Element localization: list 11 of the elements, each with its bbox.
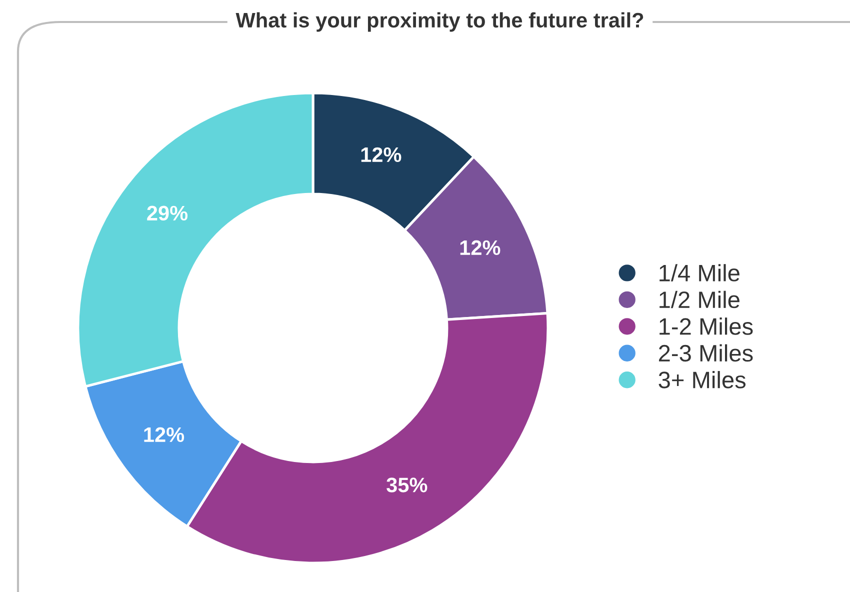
legend-label: 2-3 Miles (658, 344, 753, 362)
data-label: 35% (386, 478, 428, 492)
data-label: 12% (361, 147, 402, 162)
data-label: 12% (144, 427, 184, 442)
data-label: 12% (460, 240, 500, 256)
legend-label: 1/4 Mile (660, 264, 740, 282)
chart-title: What is your proximity to the future trail? (236, 12, 644, 32)
legend-label: 1-2 Miles (660, 318, 753, 335)
legend-label: 3+ Miles (658, 371, 746, 388)
legend-label: 1/2 Mile (660, 290, 740, 308)
data-label: 29% (147, 206, 188, 221)
